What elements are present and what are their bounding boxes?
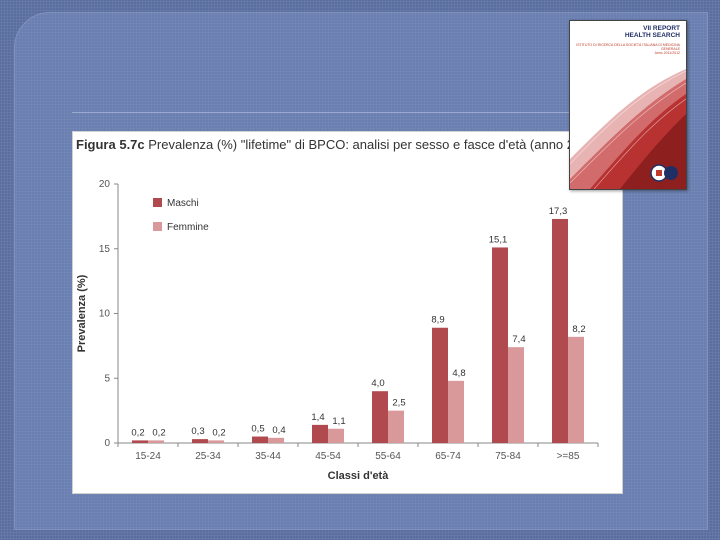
slide-divider [72,112,672,113]
bar-maschi [492,247,508,443]
data-label-maschi: 0,2 [131,427,144,438]
data-label-femmine: 8,2 [572,324,585,335]
report-cover-subtitle: ISTITUTO DI RICERCA DELLA SOCIETÀ ITALIA… [576,43,680,56]
x-tick-label: 45-54 [315,451,341,462]
x-tick-label: 65-74 [435,451,461,462]
bar-maschi [132,440,148,443]
legend-swatch-femmine [153,222,162,231]
y-tick-label: 20 [99,179,111,190]
data-label-femmine: 7,4 [512,334,525,345]
data-label-femmine: 1,1 [332,416,345,427]
bar-maschi [552,218,568,443]
data-label-femmine: 2,5 [392,398,405,409]
x-tick-label: 15-24 [135,451,161,462]
figure-card: Figura 5.7c Prevalenza (%) "lifetime" di… [72,131,623,494]
x-tick-label: 35-44 [255,451,281,462]
report-cover-title-line2: HEALTH SEARCH [624,32,680,40]
report-cover-title: VII REPORT HEALTH SEARCH [625,25,680,40]
data-label-maschi: 17,3 [549,206,568,217]
bar-femmine [568,336,584,443]
data-label-maschi: 15,1 [489,234,508,245]
bar-femmine [148,440,164,443]
x-tick-label: 55-64 [375,451,401,462]
figure-title: Figura 5.7c Prevalenza (%) "lifetime" di… [76,137,616,152]
data-label-maschi: 4,0 [371,378,384,389]
simg-logo-icon [650,164,678,182]
bar-femmine [508,347,524,443]
bar-chart: 0 5 10 15 20 0,2 0,2 15-24 0,3 0,2 25-34 0,5 0,4 35-4… [76,179,599,482]
report-cover-years: Anno 2011/2012 [654,51,680,56]
bar-maschi [252,436,268,443]
x-tick-label: >=85 [557,451,580,462]
bar-maschi [312,424,328,443]
data-label-femmine: 0,2 [152,427,165,438]
legend-swatch-maschi [153,198,162,207]
y-tick-label: 5 [104,373,110,384]
bar-femmine [328,428,344,443]
x-tick-label: 75-84 [495,451,521,462]
bar-maschi [432,327,448,443]
y-tick-label: 10 [99,309,111,320]
report-cover-thumbnail: VII REPORT HEALTH SEARCH ISTITUTO DI RIC… [569,20,687,190]
x-tick-label: 25-34 [195,451,221,462]
bar-femmine [208,440,224,443]
bar-femmine [388,410,404,443]
legend-label-maschi: Maschi [167,198,199,209]
report-cover-institute: ISTITUTO DI RICERCA DELLA SOCIETÀ ITALIA… [576,43,680,52]
figure-number: Figura 5.7c [76,137,145,152]
bar-maschi [372,391,388,443]
figure-caption: Prevalenza (%) "lifetime" di BPCO: anali… [144,137,600,152]
y-tick-label: 15 [99,244,111,255]
y-axis-title: Prevalenza (%) [76,274,88,352]
legend-label-femmine: Femmine [167,222,209,233]
data-label-maschi: 1,4 [311,412,324,423]
bar-femmine [448,380,464,443]
bar-maschi [192,439,208,443]
bar-femmine [268,437,284,443]
data-label-maschi: 8,9 [431,315,444,326]
y-tick-label: 0 [104,438,110,449]
data-label-femmine: 0,2 [212,427,225,438]
x-axis-title: Classi d'età [328,470,390,482]
report-cover-title-line1: VII REPORT [643,25,680,32]
data-label-maschi: 0,3 [191,426,204,437]
data-label-maschi: 0,5 [251,424,264,435]
data-label-femmine: 4,8 [452,368,465,379]
data-label-femmine: 0,4 [272,425,285,436]
